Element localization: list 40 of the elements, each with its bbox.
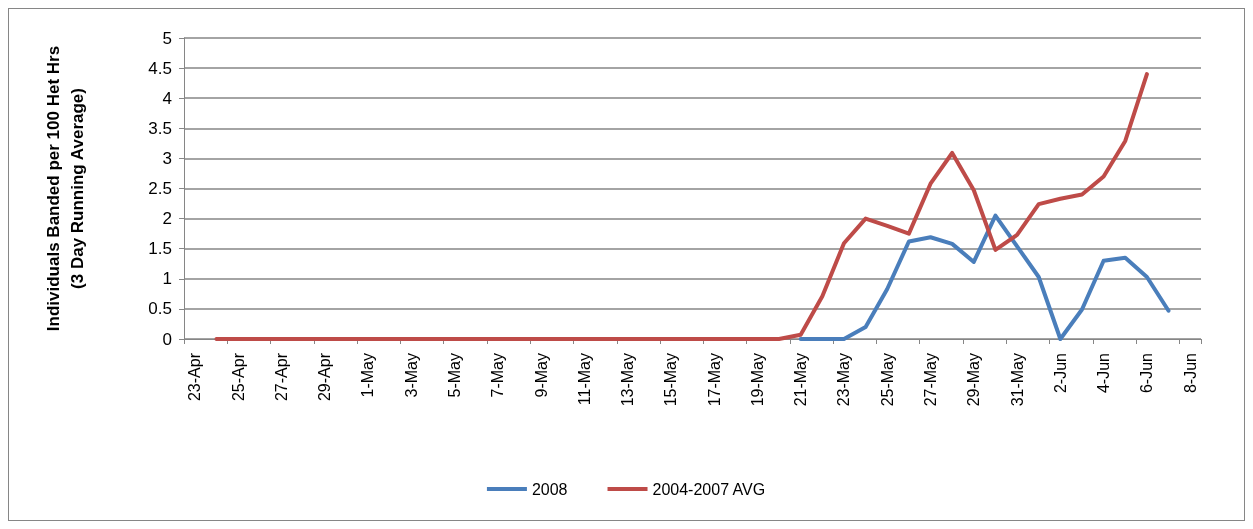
x-tick-label: 19-May <box>748 353 766 407</box>
x-tick-label: 21-May <box>792 353 810 407</box>
y-tick-label: 0.5 <box>148 299 172 319</box>
line-series <box>798 213 1171 341</box>
x-tick-label: 23-May <box>835 353 853 407</box>
y-tick-label: 3 <box>162 148 172 168</box>
x-tick-label: 9-May <box>532 353 550 398</box>
x-tick-label: 29-Apr <box>316 352 334 402</box>
y-tick-label: 4.5 <box>148 58 172 78</box>
x-tick-label: 25-May <box>878 353 896 407</box>
y-tick-label: 1 <box>162 269 172 289</box>
y-tick-label: 3.5 <box>148 118 172 138</box>
x-tick-label: 1-May <box>359 353 377 398</box>
x-tick-label: 23-Apr <box>186 352 204 402</box>
x-tick-label: 29-May <box>965 353 983 407</box>
legend-label: 2008 <box>531 480 568 498</box>
x-tick-label: 3-May <box>402 353 420 398</box>
x-tick-label: 25-Apr <box>229 352 247 402</box>
x-tick-label: 17-May <box>705 353 723 407</box>
x-tick-label: 27-May <box>922 353 940 407</box>
x-tick-label: 7-May <box>489 353 507 398</box>
legend-label: 2004-2007 AVG <box>652 480 766 498</box>
y-tick-label: 5 <box>162 28 172 48</box>
y-tick-label: 2 <box>162 209 172 229</box>
x-tick-label: 15-May <box>662 353 680 407</box>
y-tick-label: 4 <box>162 88 172 108</box>
y-tick-label: 2.5 <box>148 179 172 198</box>
x-tick-label: 11-May <box>575 353 593 406</box>
x-tick-label: 5-May <box>445 353 463 398</box>
x-tick-label: 31-May <box>1008 353 1026 407</box>
y-tick-label: 0 <box>162 329 172 349</box>
x-tick-label: 27-Apr <box>272 352 290 402</box>
y-axis-title: Individuals Banded per 100 Het Hrs (3 Day Running Average) <box>43 45 87 332</box>
x-tick-label: 2-Jun <box>1051 353 1069 394</box>
x-tick-label: 8-Jun <box>1181 353 1199 394</box>
line-series <box>214 72 1149 341</box>
x-tick-label: 6-Jun <box>1138 353 1156 394</box>
x-tick-label: 4-Jun <box>1095 353 1113 394</box>
y-tick-label: 1.5 <box>148 239 172 259</box>
x-tick-label: 13-May <box>619 353 637 407</box>
